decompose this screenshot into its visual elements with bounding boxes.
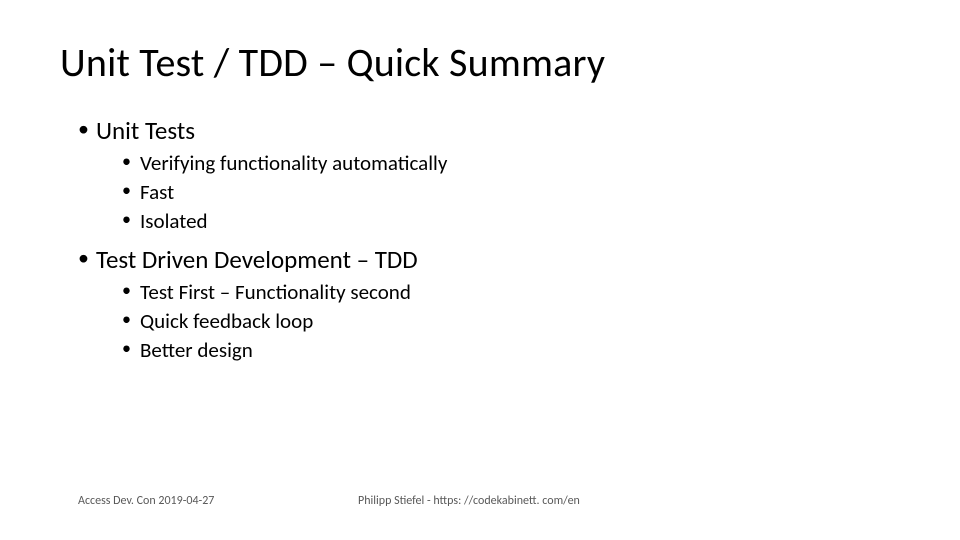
sub-list: Verifying functionality automatically Fa… (96, 150, 900, 234)
list-item-label: Test Driven Development – TDD (96, 244, 418, 275)
list-item: Unit Tests Verifying functionality autom… (78, 115, 900, 234)
sub-list-item: Quick feedback loop (122, 308, 900, 334)
bullet-list: Unit Tests Verifying functionality autom… (60, 115, 900, 363)
slide: Unit Test / TDD – Quick Summary Unit Tes… (0, 0, 960, 540)
sub-list-item: Better design (122, 337, 900, 363)
sub-list-item: Verifying functionality automatically (122, 150, 900, 176)
list-item-label: Unit Tests (96, 115, 195, 146)
list-item: Test Driven Development – TDD Test First… (78, 244, 900, 363)
footer: Access Dev. Con 2019-04-27 Philipp Stief… (78, 494, 900, 508)
sub-list-item: Fast (122, 179, 900, 205)
slide-title: Unit Test / TDD – Quick Summary (60, 38, 900, 87)
sub-list: Test First – Functionality second Quick … (96, 279, 900, 363)
footer-left: Access Dev. Con 2019-04-27 (78, 494, 358, 508)
sub-list-item: Isolated (122, 208, 900, 234)
footer-right: Philipp Stiefel - https: //codekabinett.… (358, 494, 580, 508)
sub-list-item: Test First – Functionality second (122, 279, 900, 305)
